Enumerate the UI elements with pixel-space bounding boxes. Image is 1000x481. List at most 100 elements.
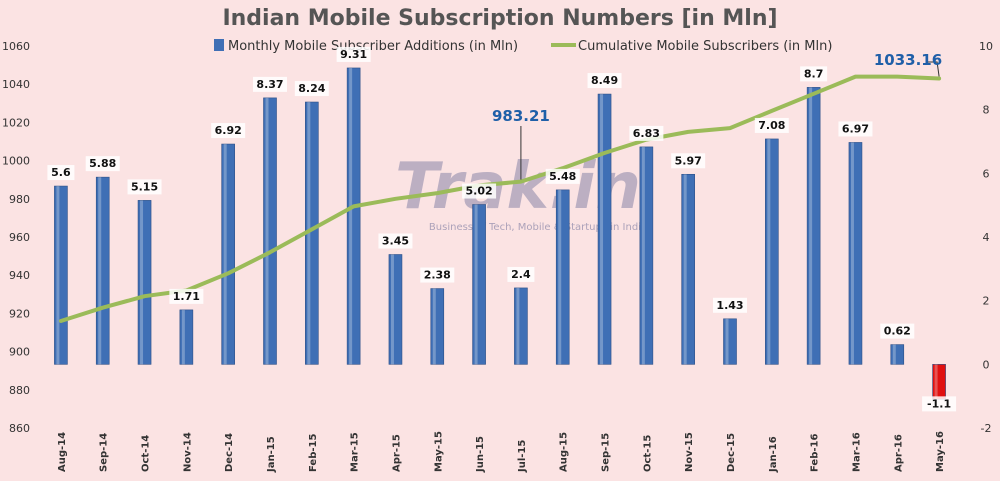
bar-highlight — [600, 94, 604, 365]
bar-highlight — [683, 174, 687, 365]
bar-highlight — [265, 97, 269, 365]
x-axis-tick-label: Aug-15 — [559, 432, 570, 472]
data-label-box — [880, 323, 915, 339]
data-label-box — [294, 81, 329, 97]
data-label-box — [754, 117, 789, 133]
legend-label-bars: Monthly Mobile Subscriber Additions (in … — [228, 39, 518, 54]
data-label: 2.4 — [511, 268, 531, 281]
bar-highlight — [140, 200, 144, 365]
x-axis-tick-label: Oct-14 — [141, 435, 152, 472]
bar-highlight — [181, 309, 185, 365]
right-axis-tick-label: 4 — [983, 231, 990, 244]
data-label: 5.6 — [51, 166, 71, 179]
bar-highlight — [349, 67, 353, 365]
data-label-box — [629, 125, 664, 141]
data-label-box — [507, 266, 535, 282]
bar — [639, 146, 654, 365]
data-label: 5.48 — [549, 170, 576, 183]
x-axis-tick-label: Oct-15 — [642, 435, 653, 472]
bar — [514, 287, 528, 365]
left-axis: 860 880 900 920 940 960 980 1000 1020 1040 1060 — [2, 40, 30, 435]
bar — [890, 344, 905, 365]
bar — [95, 176, 110, 365]
data-labels: 5.6 5.88 5.15 1.71 6.92 8.37 8.24 9.31 3.45 2.38 5… — [47, 46, 957, 412]
watermark-tagline: Business of Tech, Mobile & Startups in I… — [429, 222, 647, 233]
data-label: 5.88 — [89, 157, 116, 170]
data-label-box — [127, 179, 162, 195]
x-axis-tick-label: Sep-14 — [99, 433, 110, 472]
data-label-box — [922, 396, 957, 412]
data-label: 1.71 — [173, 290, 200, 303]
bar-highlight — [223, 144, 227, 365]
bar — [932, 364, 946, 400]
data-label-box — [587, 73, 622, 89]
data-label-box — [253, 76, 287, 92]
data-label-box — [545, 168, 580, 184]
bar-highlight — [934, 364, 938, 400]
bar — [388, 254, 403, 365]
data-label-box — [462, 183, 497, 199]
data-label: 0.62 — [884, 325, 911, 338]
left-axis-tick-label: 940 — [9, 269, 30, 282]
cumulative-line — [58, 74, 942, 323]
right-axis-tick-label: 0 — [983, 358, 990, 371]
left-axis-tick-label: 880 — [9, 384, 30, 397]
x-axis-tick-label: Dec-15 — [726, 433, 737, 472]
right-axis-tick-label: 8 — [983, 104, 990, 117]
data-label: 3.45 — [382, 235, 409, 248]
legend: Monthly Mobile Subscriber Additions (in … — [214, 39, 832, 54]
bar-highlight — [474, 204, 478, 365]
bar-highlight — [390, 254, 394, 365]
bar-highlight — [98, 177, 102, 365]
data-label: 5.97 — [675, 154, 702, 167]
bar — [137, 200, 152, 365]
data-label: -1.1 — [927, 397, 951, 410]
right-axis-tick-label: 6 — [983, 167, 990, 180]
bar — [806, 87, 821, 365]
callout-label: 1033.16 — [874, 51, 942, 69]
x-axis-tick-label: Feb-15 — [308, 434, 319, 472]
data-label-box — [838, 121, 873, 137]
data-label-box — [378, 233, 413, 249]
callout-label: 983.21 — [492, 107, 550, 125]
line-series — [58, 74, 942, 323]
left-axis-tick-label: 960 — [9, 231, 30, 244]
bar-highlight — [767, 138, 771, 365]
right-axis-tick-label: 10 — [979, 40, 993, 53]
data-label-box — [420, 267, 455, 283]
left-axis-tick-label: 860 — [9, 422, 30, 435]
data-label: 6.83 — [633, 127, 660, 140]
bar-highlight — [56, 186, 60, 365]
data-label-box — [85, 156, 120, 172]
right-axis-tick-label: 2 — [983, 295, 990, 308]
x-axis-tick-label: Mar-16 — [851, 432, 862, 472]
bar — [179, 309, 194, 365]
bar — [346, 67, 361, 365]
x-axis-tick-label: Feb-16 — [810, 434, 821, 472]
left-axis-tick-label: 980 — [9, 193, 30, 206]
right-axis-tick-label: -2 — [981, 422, 992, 435]
left-axis-tick-label: 1040 — [2, 78, 30, 91]
left-axis-tick-label: 1060 — [2, 40, 30, 53]
bar — [681, 173, 695, 365]
bar — [263, 97, 277, 365]
legend-label-line: Cumulative Mobile Subscribers (in Mln) — [578, 39, 832, 54]
data-label-box — [671, 153, 706, 169]
data-label-box — [800, 66, 828, 82]
data-label-box — [713, 297, 747, 313]
x-axis: Aug-14 Sep-14 Oct-14 Nov-14 Dec-14 Jan-15 Feb-… — [57, 431, 946, 473]
bar — [723, 318, 737, 365]
bar — [597, 93, 612, 365]
bar — [555, 189, 570, 365]
bar-series — [54, 67, 946, 400]
x-axis-tick-label: Aug-14 — [57, 432, 68, 472]
data-label-box — [211, 123, 246, 139]
data-label: 2.38 — [424, 269, 451, 282]
data-label-box — [336, 46, 371, 62]
left-axis-tick-label: 1000 — [2, 155, 30, 168]
callout-leader — [927, 61, 940, 77]
left-axis-tick-label: 920 — [9, 307, 30, 320]
callouts: 983.21 1033.16 — [492, 51, 942, 180]
bar-highlight — [432, 288, 436, 365]
